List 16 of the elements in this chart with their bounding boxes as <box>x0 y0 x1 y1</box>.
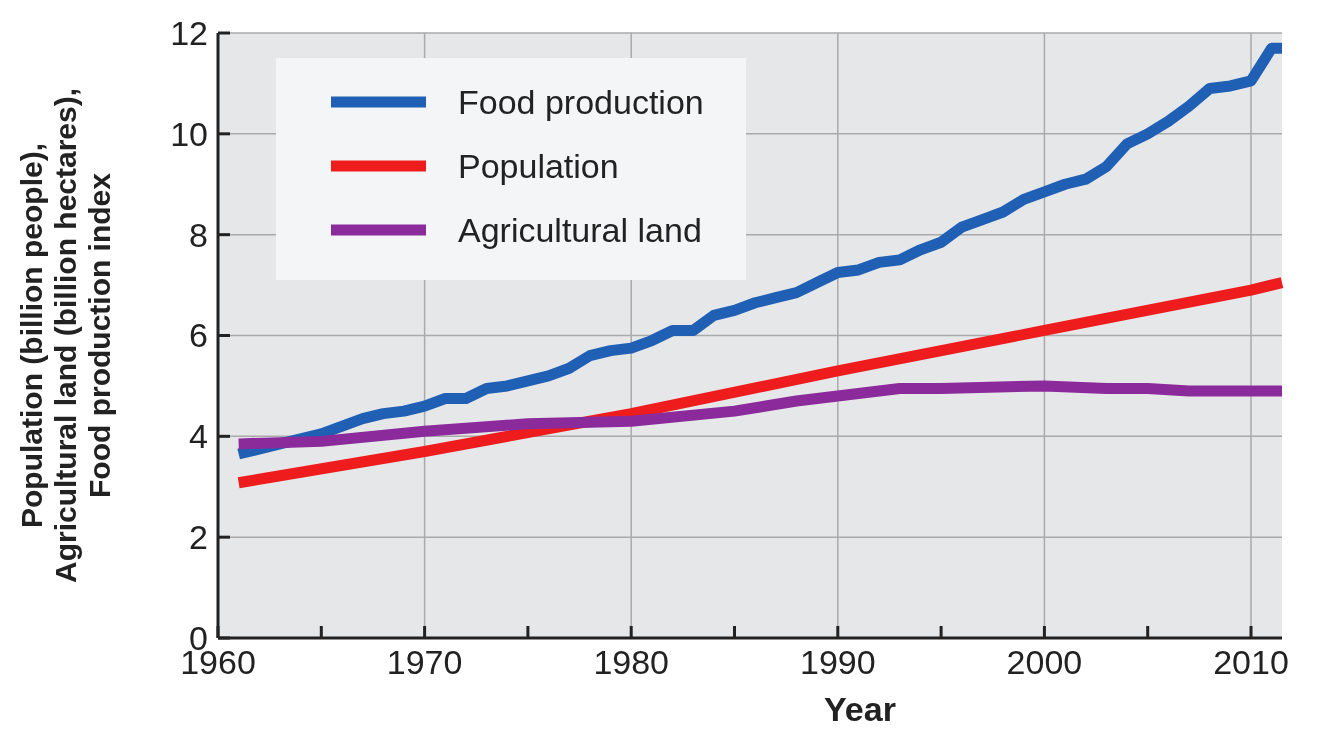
x-tick-label: 1980 <box>593 643 670 681</box>
x-tick-label: 2010 <box>1213 643 1289 681</box>
y-tick-label: 12 <box>170 13 208 52</box>
x-axis-title: Year <box>824 690 896 728</box>
legend-label: Population <box>458 146 619 185</box>
y-tick-label: 10 <box>170 114 208 153</box>
y-tick-label: 8 <box>189 215 208 254</box>
y-tick-label: 6 <box>189 316 208 355</box>
legend-label: Food production <box>458 82 704 121</box>
y-tick-label: 2 <box>189 518 208 557</box>
x-tick-label: 2000 <box>1006 643 1083 681</box>
x-tick-label: 1990 <box>799 643 876 681</box>
y-tick-label: 4 <box>189 417 208 456</box>
y-axis-title: Population (billion people), Agricultural land (billion hectares), Food production index <box>15 87 116 584</box>
legend-label: Agricultural land <box>458 210 702 249</box>
x-tick-label: 1970 <box>386 643 463 681</box>
